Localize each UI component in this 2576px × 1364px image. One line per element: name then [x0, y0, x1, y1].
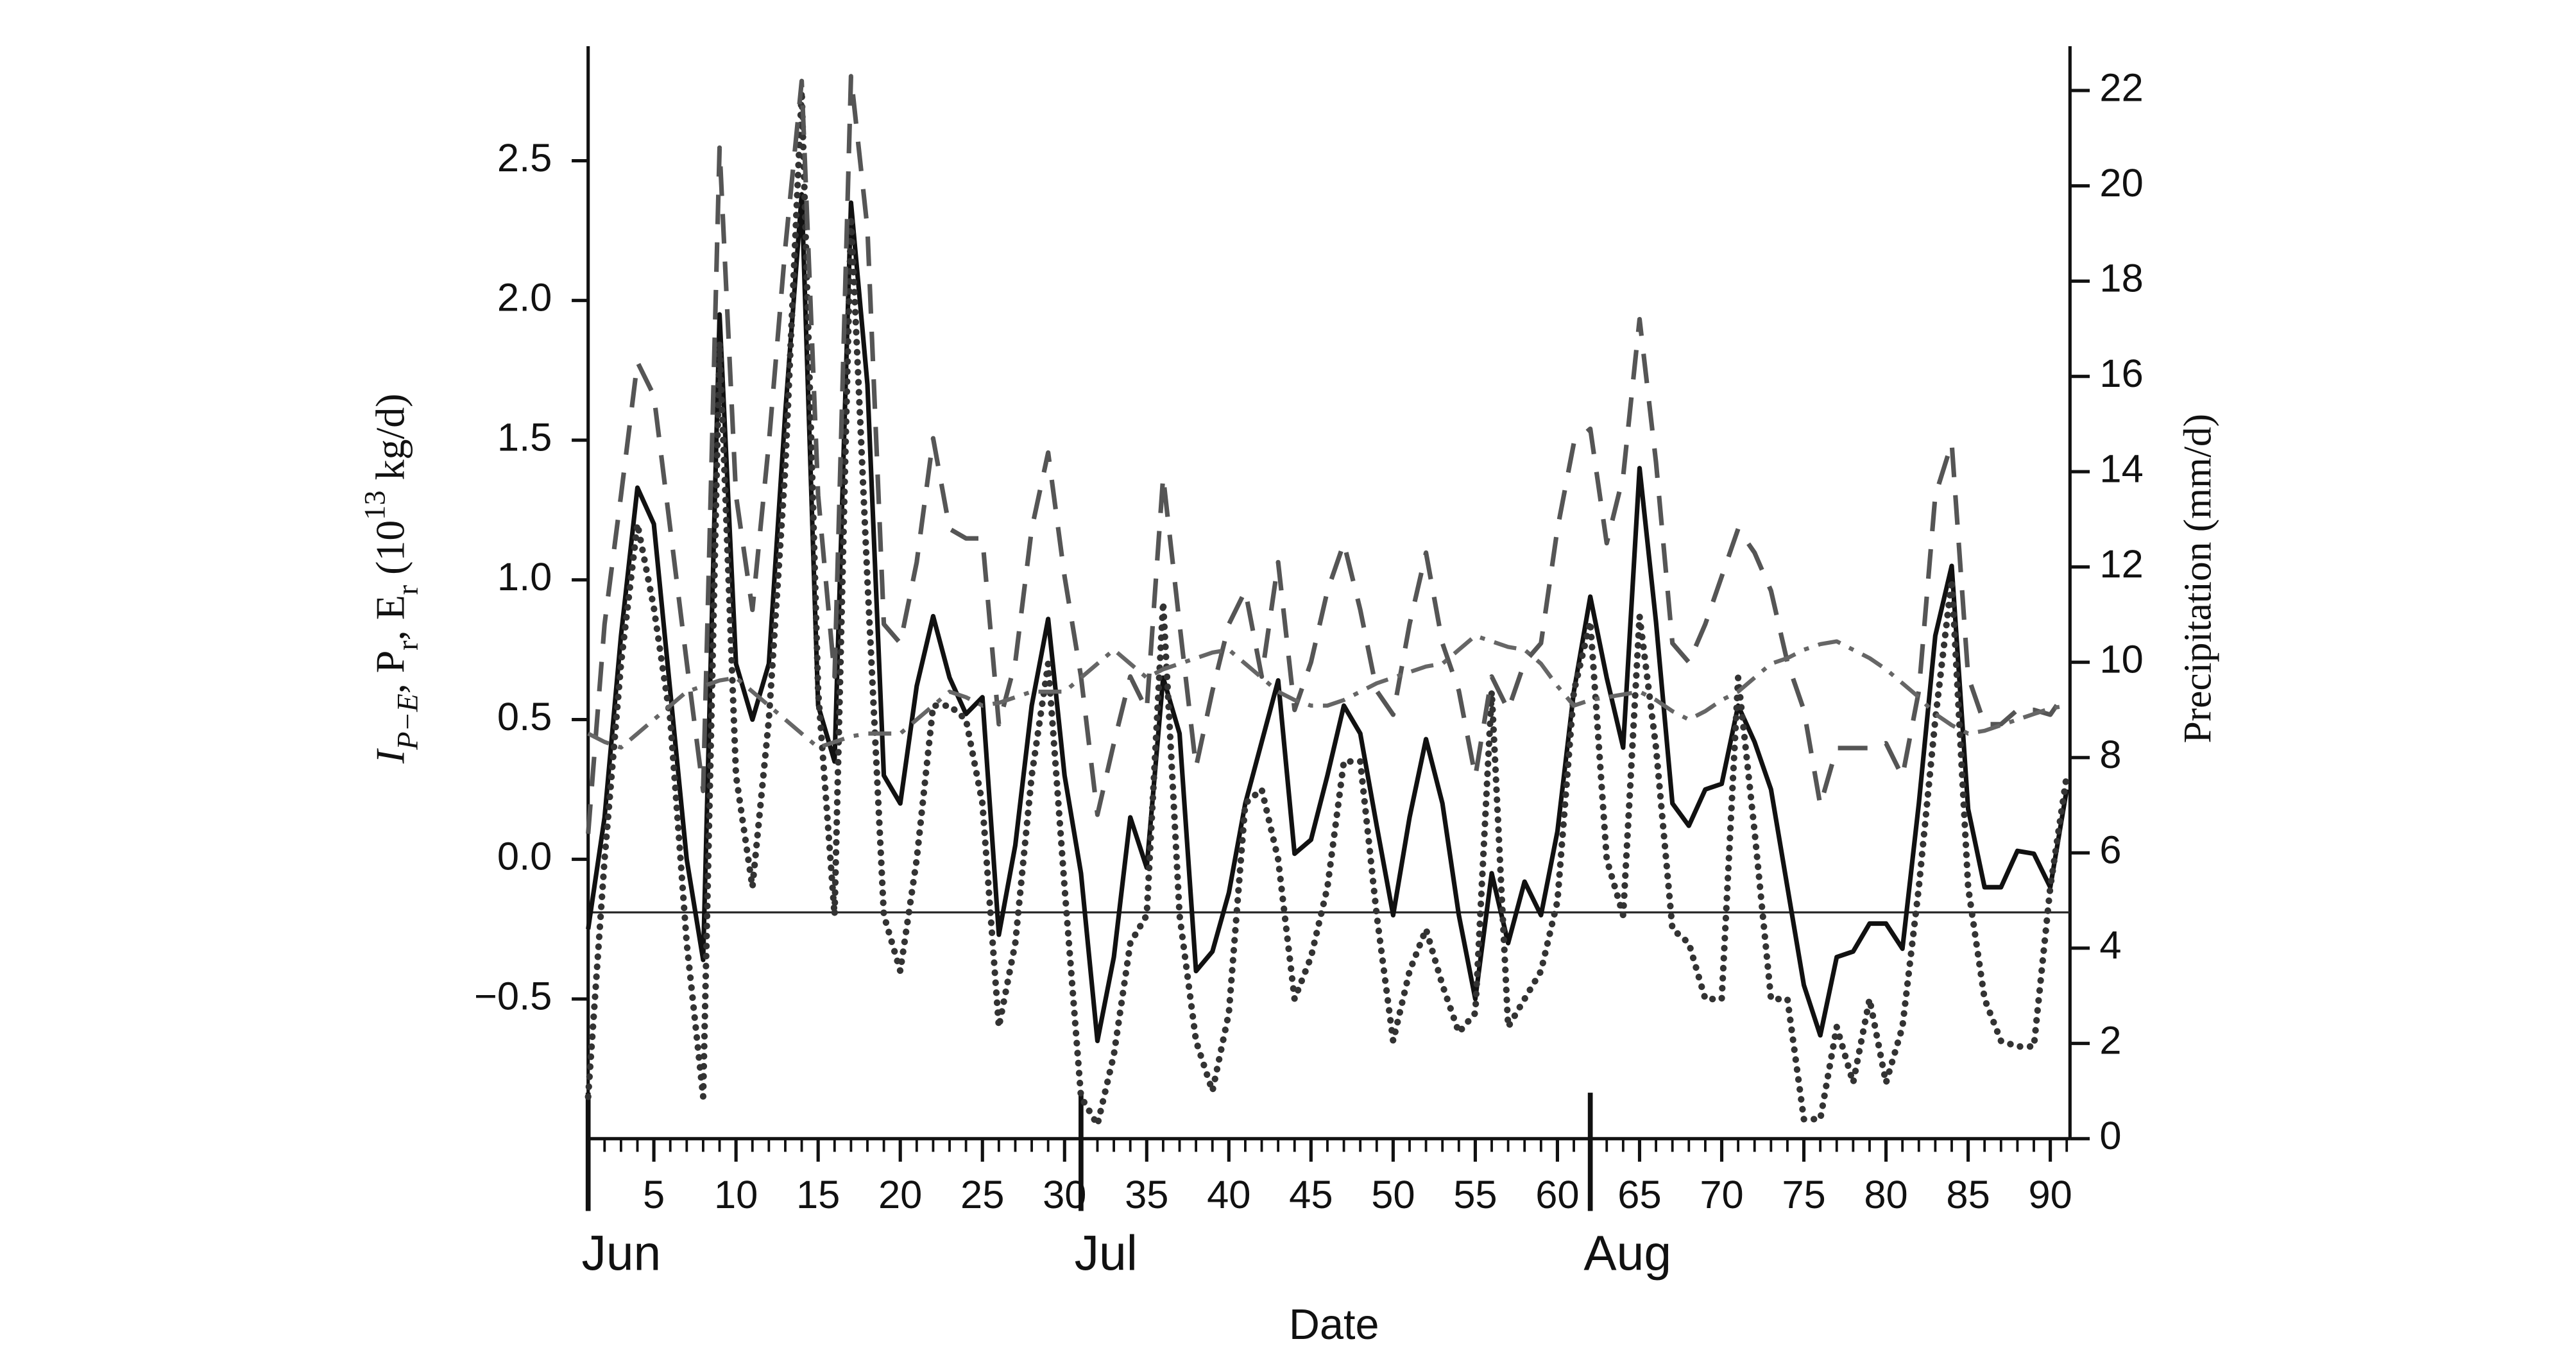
month-label: Jun	[581, 1226, 661, 1281]
y-tick-label: 0.5	[497, 695, 552, 739]
y-axis-label-part: kg/d)	[367, 393, 413, 490]
y2-axis-label: Precipitation (mm/d)	[2176, 414, 2219, 744]
x-tick-label: 90	[2028, 1173, 2072, 1217]
y2-tick-label: 0	[2099, 1114, 2121, 1158]
x-tick-label: 15	[796, 1173, 840, 1217]
y2-tick-label: 16	[2099, 352, 2143, 396]
y2-tick-label: 10	[2099, 637, 2143, 681]
y-tick-label: 2.5	[497, 136, 552, 180]
month-label: Jul	[1075, 1226, 1138, 1281]
y2-tick-label: 4	[2099, 923, 2121, 968]
y2-tick-label: 2	[2099, 1019, 2121, 1063]
y-tick-label: 0.0	[497, 835, 552, 879]
x-tick-label: 80	[1864, 1173, 1907, 1217]
y2-tick-label: 18	[2099, 256, 2143, 300]
x-tick-label: 20	[878, 1173, 922, 1217]
y-tick-label: 2.0	[497, 276, 552, 320]
y-axis-label-part: P−E	[391, 694, 424, 750]
series-line	[587, 633, 2067, 750]
y-tick-label: −0.5	[474, 974, 552, 1018]
y-tick-label: 1.5	[497, 415, 552, 459]
x-tick-label: 55	[1453, 1173, 1497, 1217]
y-axis-label-part: r	[391, 640, 424, 650]
x-tick-label: 10	[714, 1173, 758, 1217]
x-tick-label: 40	[1207, 1173, 1250, 1217]
x-tick-label: 35	[1125, 1173, 1168, 1217]
series-line	[584, 87, 2070, 1129]
y-axis-label-part: I	[367, 748, 413, 764]
x-tick-label: 70	[1700, 1173, 1743, 1217]
x-tick-label: 5	[643, 1173, 665, 1217]
x-tick-label: 25	[960, 1173, 1004, 1217]
x-tick-label: 65	[1617, 1173, 1661, 1217]
x-tick-label: 45	[1289, 1173, 1333, 1217]
y2-tick-label: 12	[2099, 542, 2143, 586]
y-axis-label-part: , P	[367, 651, 413, 694]
y-axis-label-part: (10	[367, 520, 413, 585]
x-tick-label: 60	[1535, 1173, 1579, 1217]
y-axis-label-part: 13	[359, 490, 391, 520]
series-line	[586, 74, 2069, 834]
series-line	[586, 192, 2069, 1043]
y-axis-label-part: r	[391, 585, 424, 595]
y2-tick-label: 8	[2099, 733, 2121, 777]
x-tick-label: 85	[1946, 1173, 1990, 1217]
y-tick-label: 1.0	[497, 555, 552, 599]
x-tick-label: 75	[1782, 1173, 1825, 1217]
month-label: Aug	[1583, 1226, 1671, 1281]
x-axis-label: Date	[1289, 1301, 1379, 1349]
y2-tick-label: 14	[2099, 447, 2143, 491]
y-axis-label: IP−E, Pr, Er (1013 kg/d)	[359, 393, 424, 764]
y2-tick-label: 6	[2099, 828, 2121, 873]
y2-tick-label: 22	[2099, 65, 2143, 110]
y2-tick-label: 20	[2099, 161, 2143, 205]
x-tick-label: 50	[1371, 1173, 1415, 1217]
y-axis-label-part: , E	[367, 595, 413, 640]
